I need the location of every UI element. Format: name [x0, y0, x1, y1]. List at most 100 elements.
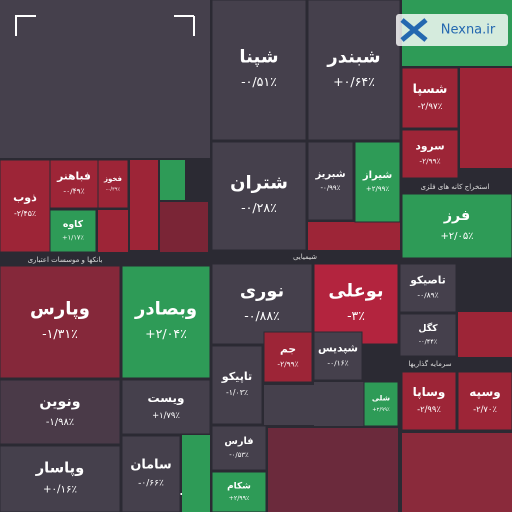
tile [97, 159, 129, 209]
tile-change: -۰/۳۹٪ [106, 186, 120, 192]
tile-change: +۲/۹۹٪ [372, 407, 390, 413]
tile-name: سامان [130, 457, 171, 472]
tile-change: -۰/۲۸٪ [241, 200, 277, 215]
tile-name: ذوب [13, 191, 37, 204]
tile [354, 141, 401, 223]
tile [211, 0, 307, 141]
tile [399, 313, 457, 357]
tile [0, 159, 51, 253]
tile-change: -۱/۳۱٪ [42, 326, 78, 341]
tile-change: -۰/۵۱٪ [241, 74, 277, 89]
tile-change: -۰/۴۴٪ [419, 338, 438, 346]
tile-change: -۲/۴۵٪ [14, 209, 36, 218]
section-label: بانکها و موسسات اعتباری [28, 256, 103, 264]
tile-background [182, 435, 210, 512]
tile [49, 209, 97, 253]
tile-change: -۰/۸۹٪ [417, 290, 438, 299]
tile-name: نوری [240, 282, 284, 302]
tile [263, 331, 313, 383]
tile-change: +۲/۰۴٪ [145, 326, 187, 341]
tile-background [402, 433, 512, 512]
tile [0, 445, 121, 512]
tile-name: تاپیکو [221, 370, 252, 383]
tile-change: -۱/۹۸٪ [46, 417, 74, 428]
tile-name: فباهنر [56, 170, 91, 183]
tile [211, 471, 267, 512]
tile-background [268, 428, 398, 512]
tile-background [264, 385, 314, 425]
labels: شپنا -۰/۵۱٪ شبندر +۰/۶۴٪ شتران -۰/۲۸٪ شبریز -۰/… [13, 46, 501, 502]
tile-name: کگل [418, 322, 438, 334]
tile [363, 381, 399, 427]
tile [313, 263, 399, 345]
tile [307, 141, 354, 221]
tile-name: وپاسار [35, 460, 84, 477]
tile-name: شلی [372, 394, 390, 403]
tile-name: شتران [230, 172, 288, 193]
small-tiles [98, 0, 512, 512]
brand: Nexna.ir [441, 23, 496, 38]
tile-name: شپنا [239, 46, 278, 67]
tile-name: فخوز [103, 175, 122, 183]
tile-name: شبندر [326, 46, 380, 67]
tile-change: +۲/۹۹٪ [366, 185, 390, 193]
tile [401, 129, 459, 179]
tile-change: +۲/۰۵٪ [440, 231, 473, 242]
tile-change: -۰/۵۳٪ [229, 451, 249, 459]
tile-background [308, 222, 400, 250]
tile-change: -۰/۹۹٪ [321, 184, 341, 192]
tile-change: -۲/۹۹٪ [417, 404, 441, 414]
tile-background [160, 160, 185, 200]
logo-icon [400, 18, 428, 42]
tile-name: وساپا [413, 385, 446, 400]
tile-name: ویست [148, 391, 185, 406]
tile [121, 265, 211, 379]
tile-change: -۰/۶۶٪ [138, 479, 164, 489]
tile-background [160, 202, 208, 252]
tile [211, 263, 313, 345]
tile-change: -۳٪ [347, 308, 365, 323]
tile-change: +۰/۶۴٪ [333, 74, 375, 89]
tile-background [314, 382, 364, 426]
tile [399, 263, 457, 313]
frame-corners [15, 15, 195, 494]
tile [401, 67, 459, 129]
tile-name: شکام [227, 481, 251, 491]
tile-name: سرود [415, 140, 444, 153]
tile-name: وپارس [30, 298, 90, 319]
tile-background [458, 312, 512, 357]
tile [211, 425, 267, 471]
tile-background [130, 160, 158, 250]
tile [0, 265, 121, 379]
tile [211, 141, 307, 251]
tile-change: +۰/۱۶٪ [43, 483, 77, 495]
tile [457, 371, 512, 431]
tile-name: شپدیس [318, 342, 358, 355]
tile-name: بوعلی [328, 282, 383, 302]
tile-name: وسپه [469, 385, 500, 400]
tile-name: ونوین [39, 394, 80, 410]
tile-name: وبصادر [134, 298, 197, 319]
tile-change: -۱/۰۳٪ [226, 388, 248, 397]
tile [313, 331, 363, 381]
tile-change: +۲/۹۹٪ [229, 495, 250, 502]
tile [401, 193, 512, 259]
tile [401, 371, 457, 431]
tile-name: جم [280, 343, 296, 356]
tile-name: شبریز [314, 169, 345, 180]
tile [211, 345, 263, 425]
tile-change: +۱/۷۹٪ [152, 410, 180, 420]
tile-name: شیراز [362, 170, 392, 181]
tile [121, 435, 181, 512]
tile-background [98, 210, 128, 252]
tile [49, 159, 99, 209]
tile-change: -۰/۸۸٪ [244, 308, 279, 323]
section-label: شیمیایی [293, 253, 317, 261]
tile [0, 379, 121, 445]
tile [307, 0, 401, 141]
tile-change: -۰/۴۹٪ [63, 186, 84, 195]
tile-name: تاصیکو [409, 274, 446, 287]
